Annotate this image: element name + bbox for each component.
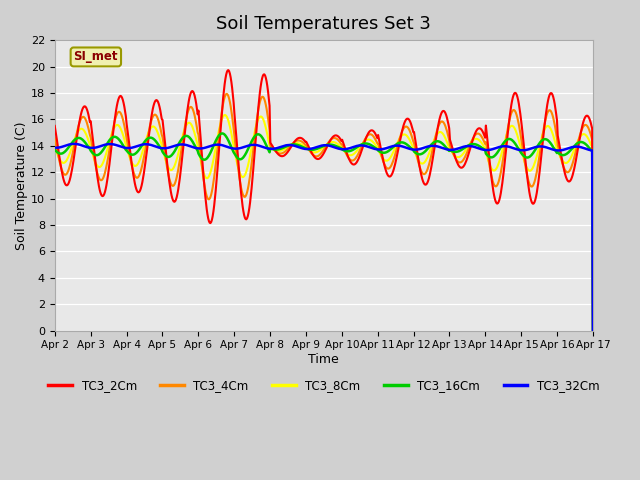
Title: Soil Temperatures Set 3: Soil Temperatures Set 3	[216, 15, 431, 33]
X-axis label: Time: Time	[308, 353, 339, 366]
Legend: TC3_2Cm, TC3_4Cm, TC3_8Cm, TC3_16Cm, TC3_32Cm: TC3_2Cm, TC3_4Cm, TC3_8Cm, TC3_16Cm, TC3…	[44, 375, 604, 397]
Y-axis label: Soil Temperature (C): Soil Temperature (C)	[15, 121, 28, 250]
Text: SI_met: SI_met	[74, 50, 118, 63]
